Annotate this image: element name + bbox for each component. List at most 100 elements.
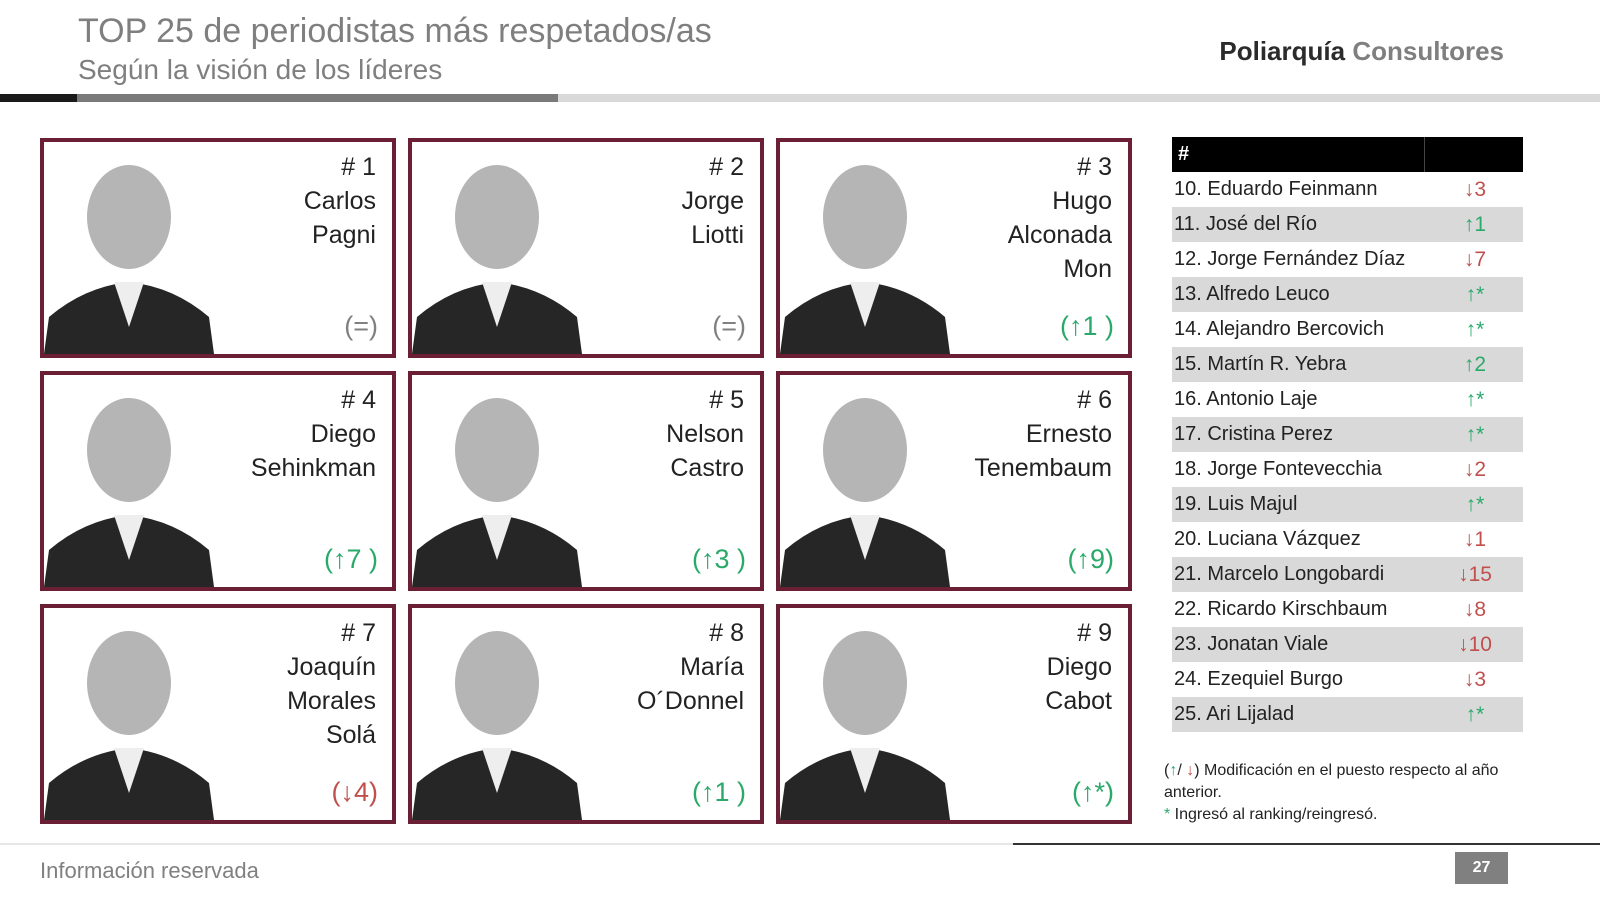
- journalist-card: # 6 Ernesto Tenembaum (↑9): [776, 371, 1132, 591]
- name-line: Diego: [1046, 653, 1112, 681]
- journalist-card: # 7 Joaquín Morales Solá (↓4): [40, 604, 396, 824]
- journalist-name: 22. Ricardo Kirschbaum: [1174, 598, 1388, 620]
- up-arrow-icon: ↑: [1169, 762, 1178, 779]
- slide-subtitle: Según la visión de los líderes: [78, 54, 443, 85]
- slide-title: TOP 25 de periodistas más respetados/as: [78, 12, 712, 50]
- rank-change: ↓8: [1463, 597, 1487, 621]
- rank-change: ↓3: [1463, 667, 1487, 691]
- rank-change: (↑1 ): [692, 777, 746, 807]
- table-row: 19. Luis Majul ↑*: [1172, 487, 1523, 522]
- header-rank: #: [1172, 137, 1425, 172]
- journalist-photo: [412, 608, 582, 820]
- rank: # 6: [1077, 386, 1112, 414]
- journalist-name: 16. Antonio Laje: [1174, 388, 1318, 410]
- rank-change: (=): [344, 311, 378, 341]
- table-row: 22. Ricardo Kirschbaum ↓8: [1172, 592, 1523, 627]
- journalist-card: # 2 Jorge Liotti (=): [408, 138, 764, 358]
- rank-change: ↑*: [1465, 282, 1485, 306]
- footer-divider: [0, 843, 1013, 845]
- table-row: 21. Marcelo Longobardi ↓15: [1172, 557, 1523, 592]
- legend-paren: (: [1164, 762, 1170, 779]
- rank: # 4: [341, 386, 376, 414]
- table-row: 20. Luciana Vázquez ↓1: [1172, 522, 1523, 557]
- table-row: 24. Ezequiel Burgo ↓3: [1172, 662, 1523, 697]
- table-row: 23. Jonatan Viale ↓10: [1172, 627, 1523, 662]
- logo: Poliarquía Consultores: [1219, 36, 1504, 67]
- rank-change: ↑*: [1465, 422, 1485, 446]
- table-row: 12. Jorge Fernández Díaz ↓7: [1172, 242, 1523, 277]
- rank-change: ↓2: [1463, 457, 1487, 481]
- name-line: Carlos: [303, 187, 376, 215]
- journalist-photo: [780, 608, 950, 820]
- table-row: 18. Jorge Fontevecchia ↓2: [1172, 452, 1523, 487]
- table-row: 14. Alejandro Bercovich ↑*: [1172, 312, 1523, 347]
- table-row: 17. Cristina Perez ↑*: [1172, 417, 1523, 452]
- asterisk-icon: *: [1164, 806, 1171, 823]
- journalist-name: 12. Jorge Fernández Díaz: [1174, 248, 1406, 270]
- journalist-info: # 6 Ernesto Tenembaum: [932, 383, 1112, 485]
- name-line: Cabot: [1045, 687, 1112, 715]
- legend-text: ) Modificación en el puesto respecto al …: [1164, 762, 1499, 801]
- journalist-name: 11. José del Río: [1174, 213, 1318, 235]
- rank-change: ↑1: [1463, 212, 1487, 236]
- table-row: 15. Martín R. Yebra ↑2: [1172, 347, 1523, 382]
- rank-change: ↓7: [1463, 247, 1487, 271]
- header-bar-light: [558, 94, 1600, 102]
- journalist-photo: [412, 375, 582, 587]
- journalist-info: # 3 Hugo Alconada Mon: [932, 150, 1112, 286]
- rank-change: ↓1: [1463, 527, 1487, 551]
- name-line: O´Donnel: [637, 687, 744, 715]
- table-row: 13. Alfredo Leuco ↑*: [1172, 277, 1523, 312]
- rank-change: (↑1 ): [1060, 311, 1114, 341]
- rank: # 8: [709, 619, 744, 647]
- journalist-name: 10. Eduardo Feinmann: [1174, 178, 1378, 200]
- rank: # 2: [709, 153, 744, 181]
- journalist-info: # 8 María O´Donnel: [564, 616, 744, 718]
- journalist-card: # 1 Carlos Pagni (=): [40, 138, 396, 358]
- rank-change: ↑*: [1465, 492, 1485, 516]
- journalist-name: 17. Cristina Perez: [1174, 423, 1333, 445]
- rank-change: (=): [712, 311, 746, 341]
- journalist-photo: [780, 375, 950, 587]
- journalist-photo: [44, 375, 214, 587]
- journalist-name: 14. Alejandro Bercovich: [1174, 318, 1385, 340]
- name-line: María: [680, 653, 744, 681]
- rank-change: ↓10: [1458, 632, 1492, 656]
- journalist-name: 19. Luis Majul: [1174, 493, 1298, 515]
- journalist-photo: [780, 142, 950, 354]
- journalist-card: # 8 María O´Donnel (↑1 ): [408, 604, 764, 824]
- page-number: 27: [1455, 852, 1508, 884]
- rank: # 9: [1077, 619, 1112, 647]
- name-line: Castro: [670, 454, 744, 482]
- journalist-name: 13. Alfredo Leuco: [1174, 283, 1330, 305]
- rank: # 7: [341, 619, 376, 647]
- table-row: 10. Eduardo Feinmann ↓3: [1172, 172, 1523, 207]
- journalist-photo: [412, 142, 582, 354]
- rank-change: ↓3: [1463, 177, 1487, 201]
- journalist-name: 15. Martín R. Yebra: [1174, 353, 1347, 375]
- rank-change: (↑9): [1067, 544, 1115, 574]
- header-bar-dark: [77, 94, 558, 102]
- ranking-table: # 10. Eduardo Feinmann ↓3 11. José del Río…: [1172, 137, 1523, 732]
- rank-change: (↓4): [331, 777, 379, 807]
- name-line: Hugo: [1052, 187, 1112, 215]
- journalist-card: # 9 Diego Cabot (↑*): [776, 604, 1132, 824]
- journalist-name: 20. Luciana Vázquez: [1174, 528, 1361, 550]
- down-arrow-icon: ↓: [1186, 762, 1195, 779]
- logo-part1: Poliarquía: [1219, 36, 1346, 66]
- rank-change: ↓15: [1458, 562, 1492, 586]
- name-line: Jorge: [681, 187, 744, 215]
- journalist-info: # 4 Diego Sehinkman: [196, 383, 376, 485]
- name-line: Tenembaum: [974, 454, 1112, 482]
- name-line: Pagni: [312, 221, 376, 249]
- rank-change: ↑2: [1463, 352, 1487, 376]
- footer-text: Información reservada: [40, 858, 259, 883]
- name-line: Diego: [310, 420, 376, 448]
- rank-change: (↑*): [1072, 777, 1114, 807]
- name-line: Ernesto: [1025, 420, 1112, 448]
- name-line: Liotti: [691, 221, 744, 249]
- header-bar-black: [0, 94, 77, 102]
- rank-change: ↑*: [1465, 317, 1485, 341]
- journalist-card: # 3 Hugo Alconada Mon (↑1 ): [776, 138, 1132, 358]
- journalist-card: # 5 Nelson Castro (↑3 ): [408, 371, 764, 591]
